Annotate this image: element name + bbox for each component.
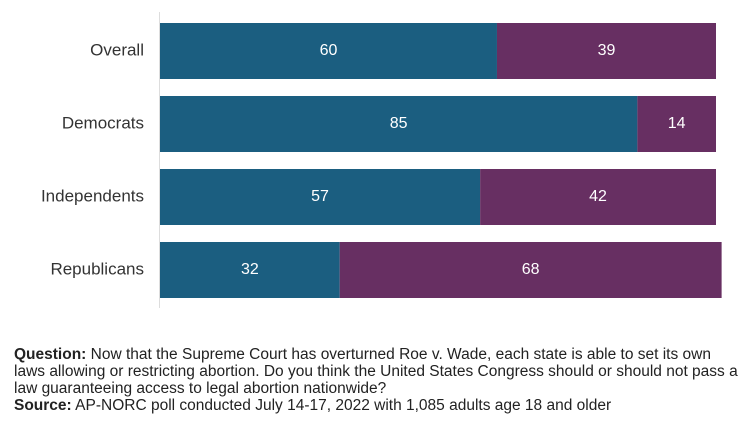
- source-note: Source: AP-NORC poll conducted July 14-1…: [14, 397, 739, 414]
- data-label-republicans-segment-2: 68: [522, 261, 540, 278]
- data-label-overall-segment-2: 39: [598, 42, 616, 59]
- source-text: AP-NORC poll conducted July 14-17, 2022 …: [75, 397, 612, 414]
- category-label-republicans: Republicans: [50, 259, 144, 278]
- category-label-independents: Independents: [41, 186, 144, 205]
- bar-republicans-segment-1: [160, 242, 340, 298]
- question-note: Question: Now that the Supreme Court has…: [14, 346, 739, 397]
- question-text: Now that the Supreme Court has overturne…: [14, 346, 738, 397]
- chart-notes: Question: Now that the Supreme Court has…: [14, 346, 739, 414]
- data-label-democrats-segment-2: 14: [668, 115, 686, 132]
- bar-independents-segment-2: [480, 169, 716, 225]
- bar-independents-segment-1: [160, 169, 481, 225]
- question-label: Question:: [14, 346, 87, 363]
- data-label-democrats-segment-1: 85: [390, 115, 408, 132]
- bar-overall-segment-2: [496, 23, 716, 79]
- bar-democrats-segment-2: [637, 96, 716, 152]
- bar-democrats-segment-1: [160, 96, 638, 152]
- category-label-overall: Overall: [90, 40, 144, 59]
- data-label-independents-segment-2: 42: [589, 188, 607, 205]
- stacked-bar-chart: Overall 60 39 Democrats 85 14 Independents 57 42…: [41, 12, 722, 308]
- source-label: Source:: [14, 397, 72, 414]
- bar-republicans-segment-2: [339, 242, 722, 298]
- data-label-independents-segment-1: 57: [311, 188, 329, 205]
- bar-overall-segment-1: [160, 23, 497, 79]
- bars-group: Overall 60 39 Democrats 85 14 Independents 57 42…: [41, 23, 722, 298]
- data-label-overall-segment-1: 60: [320, 42, 338, 59]
- category-label-democrats: Democrats: [62, 113, 144, 132]
- data-label-republicans-segment-1: 32: [241, 261, 259, 278]
